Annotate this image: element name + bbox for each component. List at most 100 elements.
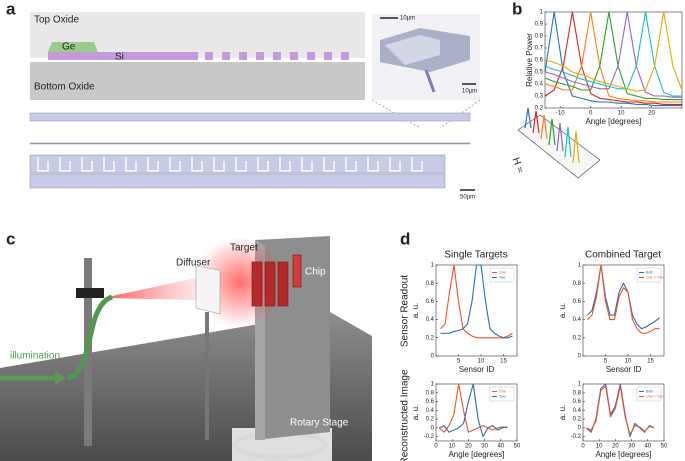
- row-title: Sensor Readout: [400, 275, 411, 347]
- y-tick-label: -0.2: [571, 434, 582, 440]
- x-tick-label: 0: [434, 444, 438, 450]
- line-series: [544, 11, 682, 103]
- y-tick-label: 0.6: [573, 399, 582, 405]
- y-axis-label: a. u.: [411, 303, 420, 319]
- device-pattern: [37, 157, 423, 172]
- x-tick-label: 20: [612, 444, 619, 450]
- x-tick-label: 40: [644, 444, 651, 450]
- y-tick-label: 0: [431, 425, 435, 431]
- x-tick-label: 30: [628, 444, 635, 450]
- y-tick-label: 0.3: [535, 94, 544, 100]
- y-tick-label: 0.8: [535, 34, 544, 40]
- y-tick-label: 0.8: [426, 390, 435, 396]
- scale-label: 10μm: [462, 89, 477, 95]
- x-axis-label: Sensor ID: [459, 365, 495, 374]
- x-axis-label: Angle [degrees]: [595, 450, 651, 459]
- grating: [205, 52, 349, 60]
- scale-label: 10μm: [400, 16, 415, 22]
- x-tick-label: 10: [596, 444, 603, 450]
- label: Diffuser: [176, 258, 211, 269]
- y-tick-label: 0.8: [573, 281, 582, 287]
- panel-b: b H ≈: [510, 0, 601, 179]
- x-tick-label: 5: [457, 359, 461, 365]
- x-tick-label: 15: [647, 359, 654, 365]
- legend-label: One: [499, 389, 506, 393]
- y-tick-label: 0.4: [426, 317, 435, 323]
- column-title: Combined Target: [585, 250, 661, 261]
- y-tick-label: 0.8: [426, 281, 435, 287]
- line-series: [587, 264, 660, 334]
- y-tick-label: 0.8: [573, 390, 582, 396]
- x-tick-label: 0: [589, 111, 593, 117]
- legend-box: [489, 386, 515, 402]
- label: Bottom Oxide: [34, 82, 95, 93]
- x-tick-label: 0: [581, 444, 585, 450]
- label: illumination: [10, 351, 60, 362]
- scale-label: 50μm: [460, 195, 475, 201]
- y-tick-label: 1: [431, 263, 435, 269]
- x-axis-label: Sensor ID: [606, 365, 642, 374]
- line-series: [544, 11, 683, 92]
- y-tick-label: 0.4: [535, 82, 544, 88]
- label: Rotary Stage: [290, 418, 349, 429]
- y-tick-label: 0.6: [426, 399, 435, 405]
- diffuser: [195, 265, 221, 315]
- legend-label: One + Two: [646, 275, 663, 279]
- line-series: [439, 383, 508, 438]
- legend-label: Two: [499, 394, 506, 398]
- y-tick-label: 0.4: [573, 317, 582, 323]
- y-tick-label: -0.2: [424, 434, 435, 440]
- x-axis-label: Angle [degrees]: [448, 450, 504, 459]
- legend-label: One: [499, 270, 506, 274]
- waterfall-3d: [517, 107, 601, 179]
- line-series: [544, 11, 682, 101]
- x-tick-label: 40: [497, 444, 504, 450]
- y-axis-label: Relative Power: [525, 33, 534, 87]
- line-series: [544, 11, 682, 105]
- y-tick-label: 0.6: [573, 299, 582, 305]
- bottom-oxide: [30, 62, 365, 100]
- y-tick-label: 0.2: [573, 335, 582, 341]
- x-tick-label: 10: [478, 359, 485, 365]
- beam: [103, 278, 196, 300]
- depth-label: H ≈: [510, 156, 526, 175]
- y-tick-label: 0.6: [535, 58, 544, 64]
- si-layer: [48, 52, 198, 60]
- x-tick-label: 10: [618, 111, 625, 117]
- y-tick-label: 0.5: [535, 70, 544, 76]
- y-axis-label: a. u.: [558, 405, 567, 421]
- panel-label: d: [400, 229, 410, 248]
- panel-label: a: [6, 0, 16, 18]
- x-tick-label: 10: [449, 444, 456, 450]
- x-tick-label: 50: [514, 444, 521, 450]
- legend-box: [636, 267, 662, 283]
- panel-label: b: [512, 0, 522, 18]
- y-tick-label: 0.4: [426, 408, 435, 414]
- y-tick-label: 0.7: [535, 46, 544, 52]
- y-tick-label: 0.2: [426, 417, 435, 423]
- x-tick-label: 20: [465, 444, 472, 450]
- label: Si: [115, 52, 124, 63]
- x-tick-label: 50: [661, 444, 668, 450]
- line-series: [544, 11, 682, 107]
- line-series: [440, 264, 513, 339]
- y-tick-label: 0.6: [426, 299, 435, 305]
- legend-label: One + Two: [646, 394, 663, 398]
- panel-label: c: [6, 229, 15, 248]
- column-title: Single Targets: [444, 250, 507, 261]
- panel-c: c illumination Diffuser Target Chip Rota…: [0, 229, 372, 461]
- y-tick-label: 0.4: [573, 408, 582, 414]
- line-series: [440, 264, 513, 339]
- label: Chip: [305, 267, 326, 278]
- y-tick-label: 0: [578, 425, 582, 431]
- legend-label: Both: [646, 270, 653, 274]
- y-tick-label: 1: [431, 382, 435, 388]
- panel-d: d Single Targets Combined Target Sensor …: [400, 229, 662, 461]
- fiber: [67, 294, 113, 381]
- legend-box: [636, 386, 662, 402]
- y-tick-label: 0.2: [573, 417, 582, 423]
- y-axis-label: a. u.: [411, 405, 420, 421]
- y-tick-label: 0.9: [535, 22, 544, 28]
- x-axis-label: Angle [degrees]: [585, 117, 641, 126]
- label: Top Oxide: [34, 15, 79, 26]
